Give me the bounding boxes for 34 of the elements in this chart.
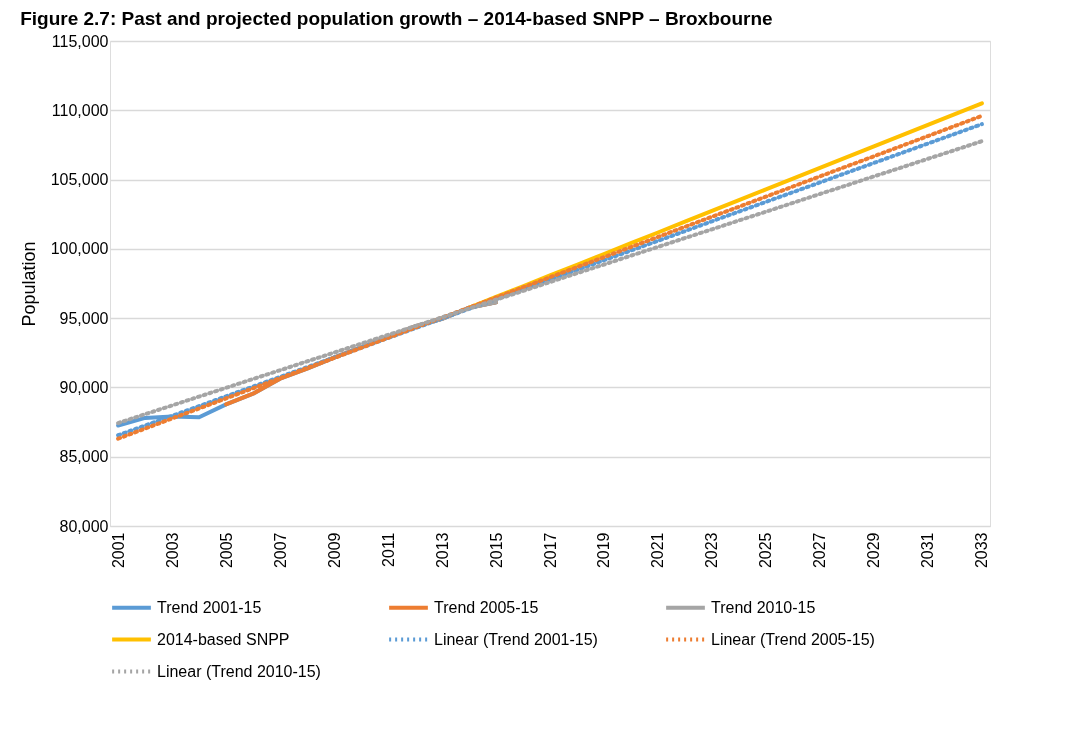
x-tick-label: 2023 bbox=[703, 532, 721, 569]
y-axis-title: Population bbox=[18, 241, 39, 327]
chart-title: Figure 2.7: Past and projected population growth – 2014-based SNPP – Broxbourne bbox=[20, 8, 773, 29]
legend-label: Linear (Trend 2010-15) bbox=[157, 662, 321, 680]
x-tick-label: 2021 bbox=[649, 532, 667, 569]
x-tick-label: 2003 bbox=[163, 532, 181, 569]
x-tick-label: 2015 bbox=[487, 532, 505, 569]
x-tick-label: 2027 bbox=[811, 532, 829, 569]
x-tick-label: 2011 bbox=[379, 532, 397, 567]
x-tick-label: 2025 bbox=[757, 532, 775, 569]
legend-label: 2014-based SNPP bbox=[157, 630, 290, 648]
y-tick-label: 80,000 bbox=[59, 517, 109, 535]
x-tick-label: 2013 bbox=[433, 532, 451, 569]
y-tick-label: 110,000 bbox=[51, 101, 109, 119]
legend-label: Trend 2010-15 bbox=[711, 598, 816, 616]
x-tick-label: 2019 bbox=[595, 532, 613, 569]
legend-label: Trend 2001-15 bbox=[157, 598, 262, 616]
y-tick-label: 85,000 bbox=[59, 448, 109, 466]
x-tick-label: 2033 bbox=[973, 532, 991, 569]
x-tick-label: 2029 bbox=[865, 532, 883, 569]
x-tick-label: 2005 bbox=[217, 532, 235, 569]
y-tick-label: 100,000 bbox=[50, 240, 109, 258]
legend-label: Linear (Trend 2005-15) bbox=[711, 630, 875, 648]
legend-label: Linear (Trend 2001-15) bbox=[434, 630, 598, 648]
y-tick-label: 105,000 bbox=[50, 171, 109, 189]
x-tick-label: 2017 bbox=[541, 532, 559, 569]
x-tick-label: 2001 bbox=[109, 532, 127, 569]
legend-label: Trend 2005-15 bbox=[434, 598, 539, 616]
x-tick-label: 2031 bbox=[919, 532, 937, 569]
y-tick-label: 90,000 bbox=[59, 378, 109, 396]
y-tick-label: 95,000 bbox=[59, 309, 109, 327]
x-tick-label: 2007 bbox=[271, 532, 289, 569]
x-tick-label: 2009 bbox=[325, 532, 343, 569]
y-tick-label: 115,000 bbox=[51, 32, 109, 50]
